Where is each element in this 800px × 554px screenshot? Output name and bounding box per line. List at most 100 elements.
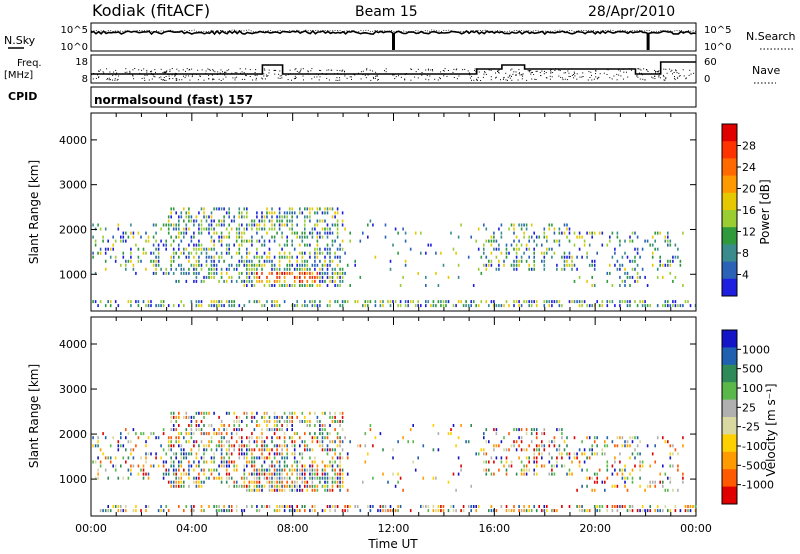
date-title: 28/Apr/2010 — [588, 4, 675, 20]
data-cell — [682, 476, 684, 480]
data-cell — [316, 247, 319, 251]
data-cell — [220, 480, 223, 484]
data-cell — [571, 460, 573, 464]
data-cell — [233, 464, 235, 468]
data-cell — [331, 440, 334, 444]
data-cell — [94, 239, 97, 243]
data-cell — [387, 480, 389, 484]
data-cell — [215, 448, 218, 452]
data-cell — [304, 267, 306, 271]
data-cell — [341, 476, 344, 480]
data-cell — [346, 263, 349, 267]
data-cell — [321, 444, 324, 448]
data-cell — [621, 279, 624, 283]
data-cell — [271, 223, 273, 227]
data-cell — [533, 472, 535, 476]
data-cell — [576, 452, 578, 456]
data-cell — [500, 251, 503, 255]
nave-point — [510, 69, 512, 71]
data-cell — [135, 432, 137, 436]
data-cell — [636, 275, 639, 279]
data-cell — [248, 259, 251, 263]
data-cell — [195, 243, 198, 247]
data-cell — [596, 452, 598, 456]
data-cell — [283, 460, 286, 464]
nsky-gap-marker — [646, 33, 650, 50]
data-cell — [183, 235, 185, 239]
nave-point — [643, 68, 645, 70]
data-cell — [644, 509, 646, 513]
data-cell — [354, 300, 356, 304]
nave-point — [595, 73, 596, 75]
data-cell — [268, 284, 271, 287]
nave-point — [434, 78, 436, 80]
data-cell — [104, 267, 107, 271]
data-cell — [273, 464, 276, 468]
data-cell — [178, 235, 180, 239]
data-cell — [241, 259, 243, 263]
nave-point — [588, 71, 590, 73]
data-cell — [248, 436, 251, 440]
data-cell — [228, 472, 230, 476]
data-cell — [616, 505, 619, 508]
data-cell — [195, 263, 198, 267]
data-cell — [125, 505, 127, 508]
data-cell — [210, 247, 213, 251]
data-cell — [271, 207, 273, 211]
data-cell — [137, 436, 140, 440]
data-cell — [120, 263, 122, 267]
data-cell — [109, 460, 112, 464]
data-cell — [213, 452, 215, 456]
data-cell — [321, 275, 324, 279]
data-cell — [483, 263, 485, 267]
data-cell — [306, 259, 309, 263]
data-cell — [324, 448, 326, 452]
data-cell — [520, 223, 523, 227]
colorbar-swatch — [722, 382, 737, 401]
data-cell — [198, 448, 200, 452]
data-cell — [160, 505, 162, 508]
data-cell — [341, 456, 344, 460]
data-cell — [220, 448, 223, 452]
data-cell — [644, 300, 646, 304]
nave-point — [530, 73, 532, 75]
data-cell — [208, 275, 210, 279]
data-cell — [480, 300, 483, 304]
data-cell — [188, 440, 190, 444]
data-cell — [278, 227, 281, 231]
nave-point — [658, 75, 660, 77]
data-cell — [261, 484, 263, 488]
data-cell — [326, 432, 329, 436]
nave-point — [236, 72, 238, 74]
data-cell — [198, 444, 200, 448]
data-cell — [99, 227, 102, 231]
data-cell — [319, 219, 321, 223]
nave-point — [216, 74, 218, 75]
data-cell — [271, 267, 273, 271]
data-cell — [271, 436, 273, 440]
data-cell — [541, 456, 543, 460]
nave-point — [507, 79, 508, 81]
data-cell — [283, 464, 286, 468]
data-cell — [533, 452, 535, 456]
data-cell — [253, 415, 256, 419]
nave-point — [307, 71, 309, 73]
nave-point — [509, 77, 511, 79]
data-cell — [639, 484, 641, 488]
data-cell — [669, 456, 672, 460]
data-cell — [178, 255, 180, 259]
data-cell — [346, 452, 349, 456]
nave-point — [674, 76, 675, 77]
data-cell — [208, 271, 210, 275]
data-cell — [165, 267, 167, 271]
data-cell — [301, 284, 304, 287]
data-cell — [145, 267, 147, 271]
data-cell — [180, 267, 183, 271]
data-cell — [394, 227, 397, 231]
nave-point — [528, 71, 530, 73]
data-cell — [490, 505, 493, 508]
nave-point — [313, 76, 315, 78]
data-cell — [167, 436, 170, 440]
nave-point — [162, 72, 164, 74]
